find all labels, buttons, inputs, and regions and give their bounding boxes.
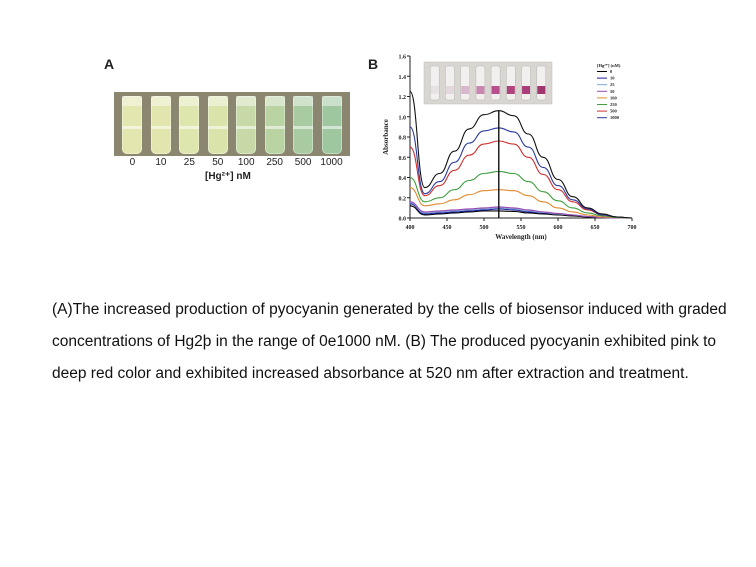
inset-vial	[460, 65, 470, 101]
y-tick-label: 0.2	[399, 196, 407, 202]
vial	[236, 96, 257, 154]
inset-vial	[521, 65, 531, 101]
vial	[264, 96, 285, 154]
x-axis-label: Wavelength (nm)	[495, 233, 547, 241]
vial	[150, 96, 171, 154]
panel-a-concentration-labels: 0 10 25 50 100 250 500 1000	[114, 157, 350, 171]
panel-a-vial-photo	[114, 92, 350, 156]
y-tick-label: 1.2	[399, 95, 407, 101]
y-tick-label: 1.0	[399, 115, 407, 121]
series-line	[409, 187, 633, 219]
legend-label: 0	[610, 69, 613, 74]
legend-label: 1000	[610, 115, 620, 120]
y-axis-label: Absorbance	[382, 119, 390, 155]
inset-vial-solution	[537, 86, 546, 94]
concentration-label: 500	[294, 157, 312, 168]
x-tick-label: 400	[406, 225, 415, 231]
y-tick-label: 0.6	[399, 156, 407, 162]
x-tick-label: 450	[443, 225, 452, 231]
concentration-label: 10	[155, 157, 167, 168]
legend-label: 500	[610, 109, 618, 114]
y-tick-label: 1.4	[399, 75, 407, 81]
inset-vial-solution	[445, 86, 454, 94]
legend-label: 100	[610, 95, 618, 100]
concentration-label: 100	[237, 157, 255, 168]
series-line	[409, 126, 633, 219]
inset-vial	[475, 65, 486, 101]
y-tick-label: 0.8	[399, 136, 407, 142]
y-tick-label: 0.4	[399, 176, 407, 182]
concentration-label: 50	[212, 157, 224, 168]
vial	[122, 96, 143, 154]
legend-label: 50	[610, 89, 615, 94]
panel-a-axis-label: [Hg²⁺] nM	[205, 171, 251, 182]
inset-vial-solution	[461, 86, 470, 94]
vial	[207, 96, 228, 154]
inset-vial	[506, 65, 516, 101]
inset-vial	[490, 65, 501, 101]
legend-label: 10	[610, 76, 615, 81]
figure-caption: (A)The increased production of pyocyanin…	[52, 301, 727, 382]
inset-vial-photo	[423, 61, 553, 105]
series-line	[409, 90, 633, 219]
concentration-label: 0	[129, 157, 136, 168]
y-tick-label: 0.0	[399, 217, 407, 223]
concentration-label: 1000	[320, 157, 343, 168]
x-tick-label: 600	[554, 225, 563, 231]
inset-vial	[536, 65, 546, 101]
concentration-label: 250	[266, 157, 283, 168]
x-tick-label: 550	[517, 225, 526, 231]
legend-label: 250	[610, 102, 618, 107]
x-tick-label: 500	[480, 225, 489, 231]
inset-vial-solution	[476, 86, 485, 94]
inset-vial-solution	[430, 86, 439, 94]
vial	[293, 96, 314, 154]
inset-vial	[445, 65, 455, 101]
series-line	[409, 201, 632, 219]
concentration-label: 25	[183, 157, 195, 168]
legend-title: [Hg²⁺] (nM)	[597, 63, 621, 68]
inset-vial-solution	[522, 86, 531, 94]
vial	[321, 96, 342, 154]
series-line	[409, 170, 633, 219]
x-tick-label: 650	[591, 225, 600, 231]
inset-vial	[430, 65, 440, 101]
panel-a-letter: A	[104, 56, 115, 72]
y-tick-label: 1.6	[399, 55, 407, 61]
vial	[179, 96, 200, 154]
inset-vial-solution	[506, 86, 515, 94]
x-tick-label: 700	[628, 225, 637, 231]
inset-vial-solution	[491, 86, 500, 94]
legend-label: 25	[610, 82, 615, 87]
panel-b-letter: B	[368, 56, 379, 72]
